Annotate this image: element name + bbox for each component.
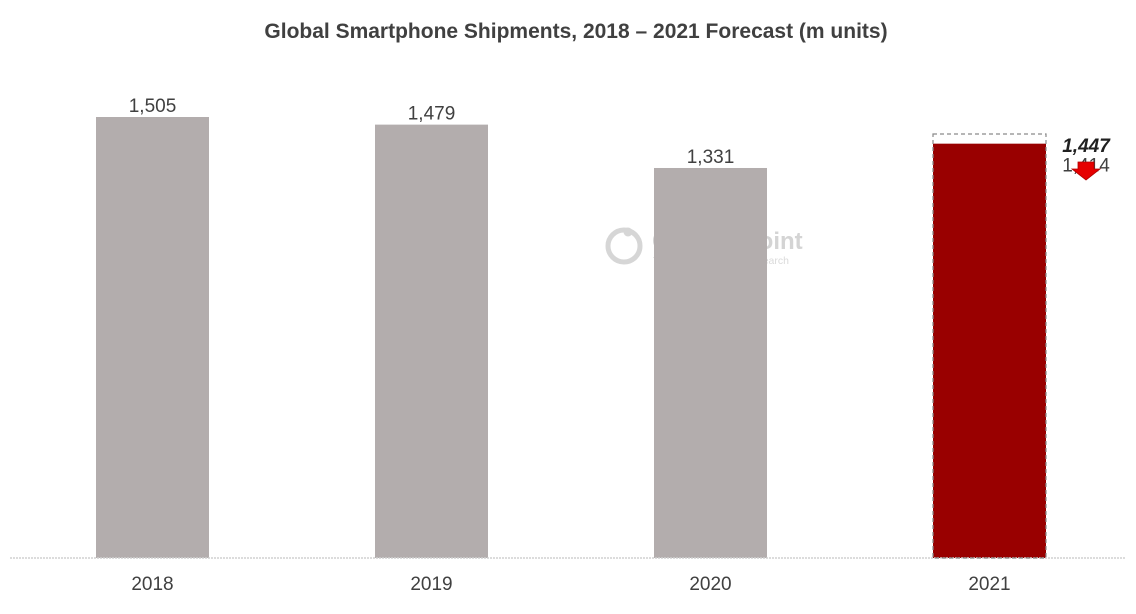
data-label-2019: 1,479 [408,104,456,125]
bar-2021 [933,143,1046,559]
x-tick-label-2020: 2020 [689,574,731,595]
down-arrow-icon [1070,161,1102,181]
x-tick-label-2021: 2021 [968,574,1010,595]
x-axis-ticks: 2018 2019 2020 2021 [131,574,1010,595]
previous-forecast-outline [932,133,1047,559]
data-label-2018: 1,505 [129,96,177,117]
x-tick-label-2018: 2018 [131,574,173,595]
bars [96,117,1046,559]
x-tick-label-2019: 2019 [410,574,452,595]
forecast-change: 1,447 [932,133,1111,559]
counterpoint-logo-icon [605,227,643,265]
chart-title: Global Smartphone Shipments, 2018 – 2021… [264,20,887,43]
bar-2018 [96,117,209,558]
bar-2019 [375,124,488,559]
data-label-2020: 1,331 [687,147,735,168]
previous-forecast-label: 1,447 [1062,136,1111,157]
bar-2020 [654,167,767,558]
